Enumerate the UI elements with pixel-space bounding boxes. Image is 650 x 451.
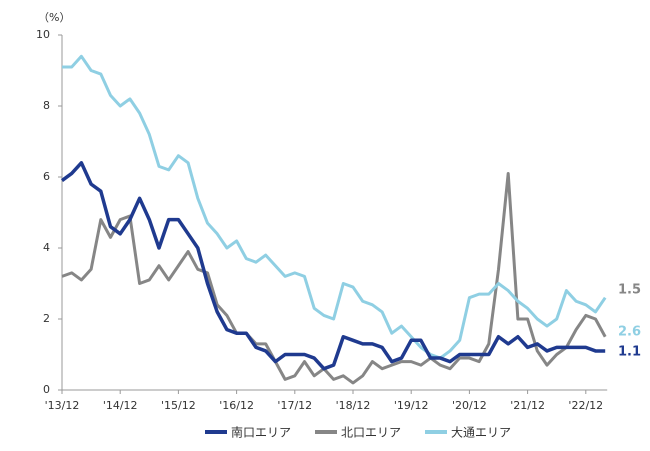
x-tick-label: '21/12 xyxy=(510,399,545,412)
x-tick-label: '22/12 xyxy=(568,399,603,412)
series-line xyxy=(60,161,606,371)
end-label: 1.1 xyxy=(618,345,641,360)
legend-label: 大通エリア xyxy=(451,426,511,440)
x-tick-label: '20/12 xyxy=(452,399,487,412)
legend-label: 北口エリア xyxy=(341,426,401,440)
y-tick-label: 0 xyxy=(43,383,50,396)
end-label: 1.5 xyxy=(618,283,641,298)
y-tick-label: 2 xyxy=(43,312,50,325)
series-line xyxy=(62,54,607,360)
x-tick-label: '15/12 xyxy=(161,399,196,412)
y-tick-label: 10 xyxy=(36,28,50,41)
end-label: 2.6 xyxy=(618,325,641,340)
x-tick-label: '18/12 xyxy=(336,399,371,412)
x-tick-label: '13/12 xyxy=(45,399,80,412)
y-tick-label: 4 xyxy=(43,241,50,254)
x-tick-label: '16/12 xyxy=(219,399,254,412)
series-line xyxy=(61,171,607,385)
legend-label: 南口エリア xyxy=(231,425,291,440)
y-axis-unit: （%） xyxy=(38,11,70,24)
y-tick-label: 8 xyxy=(43,99,50,112)
x-tick-label: '14/12 xyxy=(103,399,138,412)
x-tick-label: '19/12 xyxy=(394,399,429,412)
x-tick-label: '17/12 xyxy=(277,399,312,412)
y-tick-label: 6 xyxy=(43,170,50,183)
